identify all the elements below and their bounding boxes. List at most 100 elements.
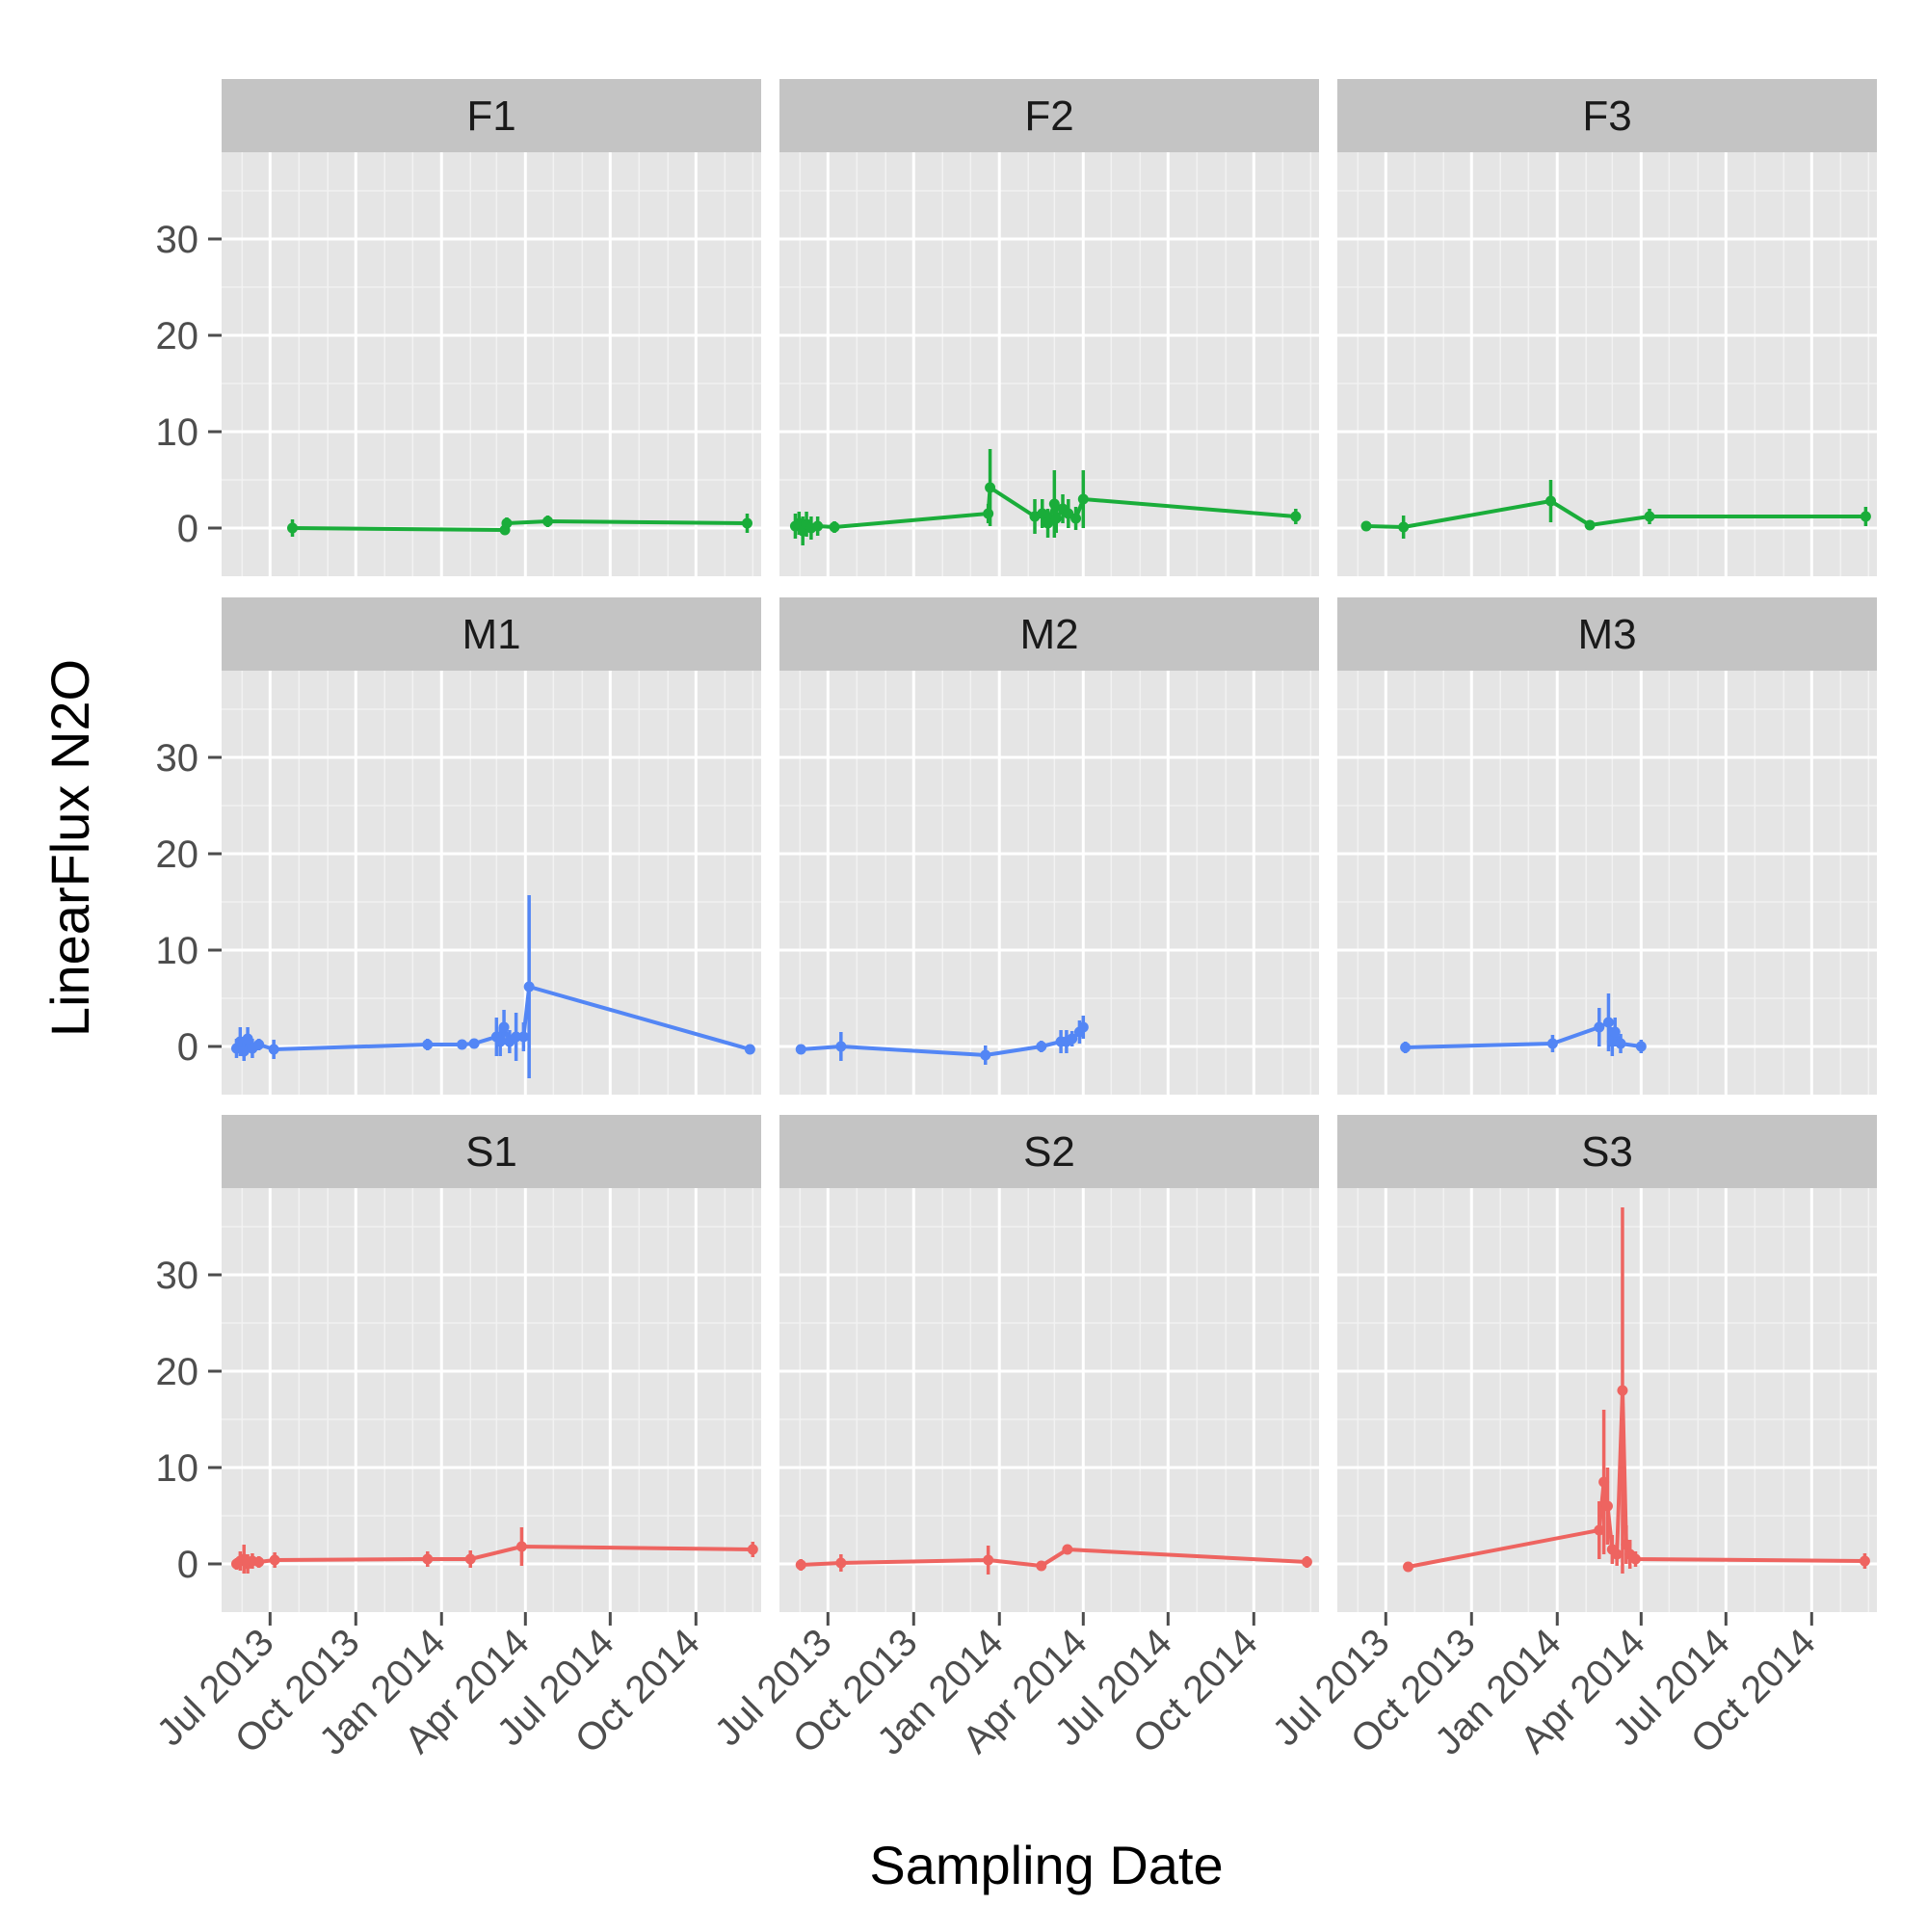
data-point [457, 1039, 468, 1050]
panel-F2: F2 [779, 79, 1319, 576]
strip-label-M3: M3 [1577, 611, 1636, 658]
y-tick-label: 30 [156, 1255, 199, 1297]
data-point [835, 1041, 847, 1052]
data-point [253, 1039, 265, 1050]
data-point [422, 1553, 434, 1565]
data-point [741, 517, 752, 529]
data-point [501, 517, 513, 529]
data-point [1860, 511, 1871, 522]
panel-background-F1 [222, 152, 761, 576]
data-point [985, 482, 996, 493]
strip-S2 [779, 1115, 1319, 1188]
panel-F1: F1 0 10 20 30 [156, 79, 761, 576]
panel-M2: M2 [779, 597, 1319, 1095]
strip-F1 [222, 79, 761, 152]
x-axis-title: Sampling Date [869, 1835, 1223, 1895]
data-point [795, 1044, 806, 1055]
strip-label-F2: F2 [1024, 93, 1073, 140]
data-point [747, 1544, 758, 1555]
data-point [287, 522, 299, 534]
data-point [511, 1031, 522, 1043]
strip-label-M2: M2 [1019, 611, 1078, 658]
data-point [1301, 1556, 1312, 1568]
data-point [980, 1049, 991, 1061]
data-point [1077, 1021, 1089, 1033]
data-point [1601, 1500, 1613, 1512]
y-tick-label: 10 [156, 1447, 199, 1490]
panel-background-M2 [779, 671, 1319, 1095]
data-point [1859, 1555, 1870, 1567]
data-point [1400, 1042, 1412, 1053]
data-point [242, 1033, 253, 1045]
panel-F3: F3 [1337, 79, 1877, 576]
data-point [464, 1553, 476, 1565]
data-point [1546, 1038, 1558, 1049]
y-tick-label: 0 [177, 1026, 198, 1069]
data-point [1290, 511, 1302, 522]
data-point [269, 1554, 280, 1566]
data-point [1037, 508, 1048, 519]
data-point [795, 1559, 806, 1571]
data-point [542, 516, 554, 527]
y-tick-label: 0 [177, 1544, 198, 1586]
data-point [1398, 521, 1410, 533]
series-line-F3 [1365, 499, 1866, 529]
data-point [1403, 1561, 1414, 1573]
panel-M1: M1 0 10 20 30 [156, 597, 761, 1095]
strip-label-S1: S1 [465, 1128, 517, 1176]
data-point [1617, 1385, 1628, 1396]
series-line-S2 [801, 1548, 1307, 1568]
data-point [829, 521, 840, 533]
data-point [1036, 1041, 1047, 1052]
data-point [1544, 495, 1556, 507]
data-point [1629, 1553, 1641, 1565]
data-point [1602, 1017, 1614, 1028]
strip-F3 [1337, 79, 1877, 152]
data-point [498, 1021, 510, 1033]
y-tick-label: 20 [156, 315, 199, 357]
data-point [1062, 1544, 1073, 1555]
panel-background-M1 [222, 671, 761, 1095]
strip-F2 [779, 79, 1319, 152]
panel-background-S2 [779, 1188, 1319, 1612]
strip-label-S3: S3 [1581, 1128, 1633, 1176]
gridlines-M3 [1337, 671, 1877, 1095]
data-point [983, 508, 994, 519]
gridlines-F1 [222, 152, 761, 576]
data-point [983, 1554, 994, 1566]
data-point [1594, 1524, 1605, 1536]
data-point [1635, 1041, 1647, 1052]
y-tick-label: 10 [156, 930, 199, 972]
strip-S1 [222, 1115, 761, 1188]
data-point [835, 1557, 847, 1569]
strip-M3 [1337, 597, 1877, 671]
data-point [253, 1556, 265, 1568]
strip-label-F1: F1 [466, 93, 515, 140]
strip-label-S2: S2 [1023, 1128, 1075, 1176]
data-point [1594, 1021, 1605, 1033]
strip-S3 [1337, 1115, 1877, 1188]
gridlines-M2 [779, 671, 1319, 1095]
panel-background-F2 [779, 152, 1319, 576]
gridlines-F3 [1337, 152, 1877, 576]
data-point [1584, 519, 1596, 531]
data-point [1360, 520, 1372, 532]
data-point [1050, 513, 1062, 524]
data-point [1611, 1548, 1623, 1560]
strip-M1 [222, 597, 761, 671]
data-point [515, 1541, 527, 1552]
data-point [1070, 513, 1082, 524]
y-tick-label: 20 [156, 834, 199, 876]
panel-background-S1 [222, 1188, 761, 1612]
y-tick-label: 20 [156, 1351, 199, 1393]
gridlines-S1 [222, 1188, 761, 1612]
y-tick-label: 30 [156, 219, 199, 261]
y-tick-label: 10 [156, 411, 199, 454]
data-point [1043, 517, 1054, 529]
strip-M2 [779, 597, 1319, 671]
data-point [744, 1044, 755, 1055]
gridlines-S3 [1337, 1188, 1877, 1612]
panel-M3: M3 [1337, 597, 1877, 1095]
